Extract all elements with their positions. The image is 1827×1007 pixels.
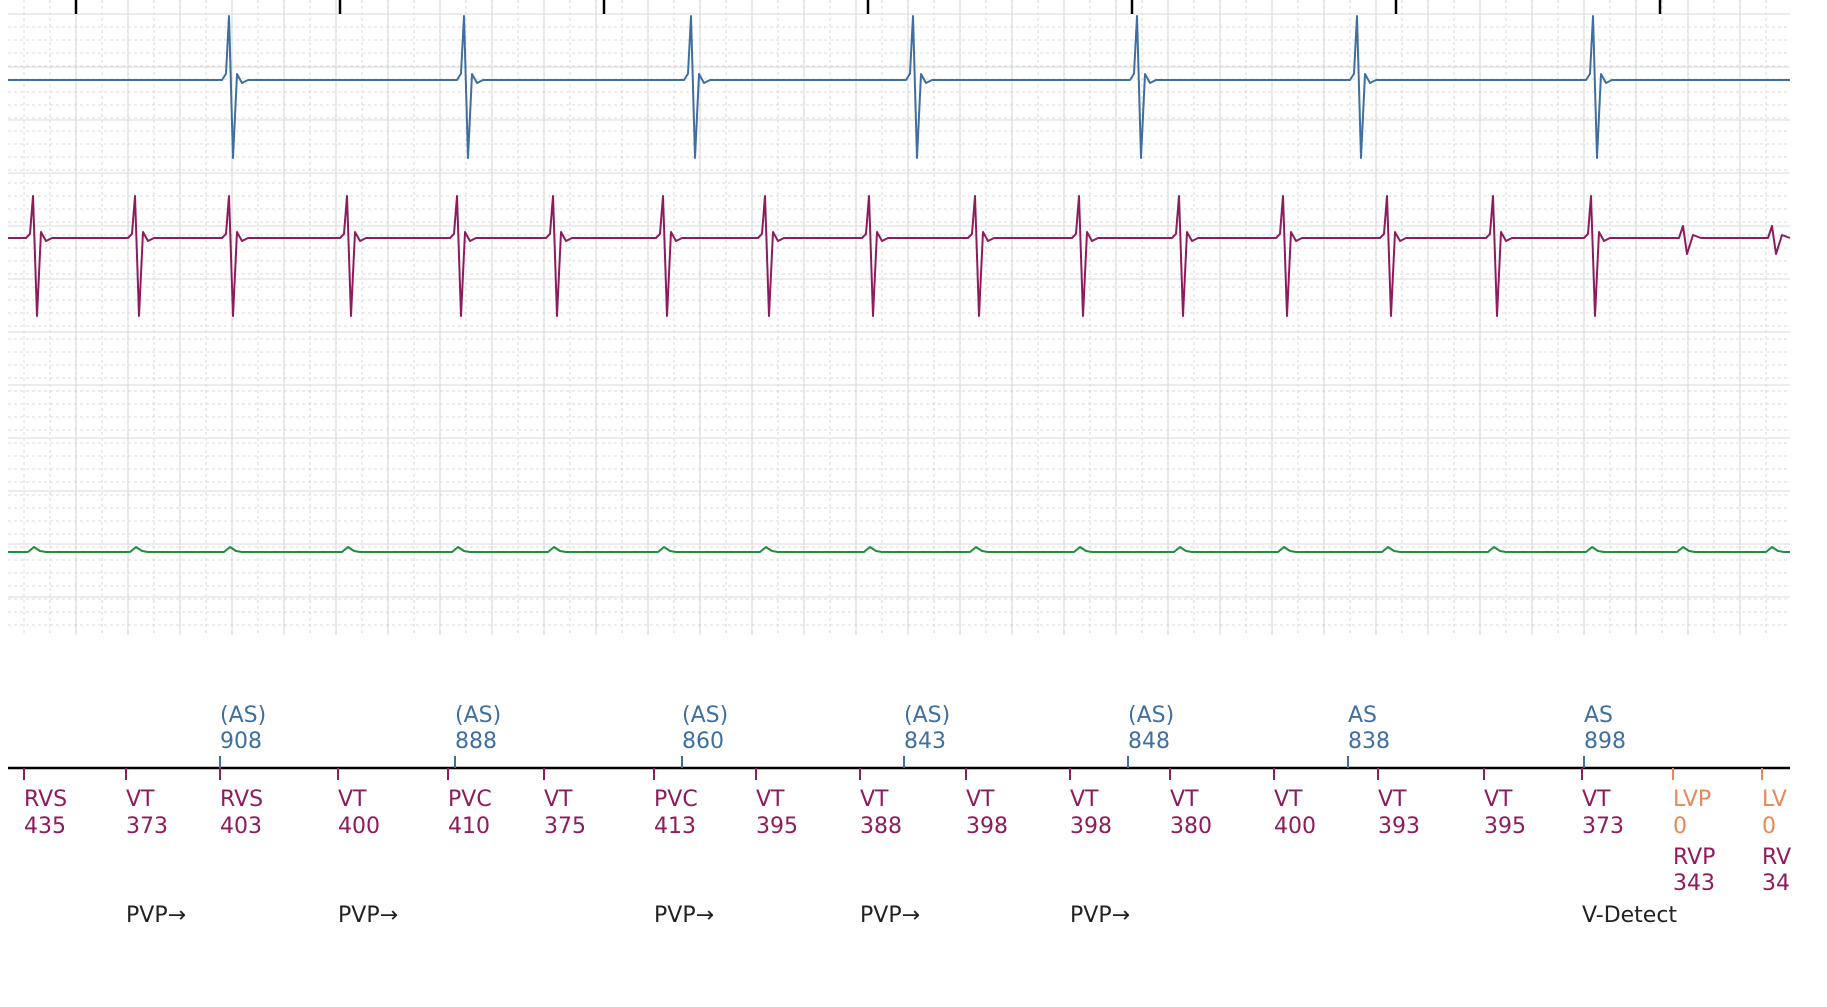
ventricular-marker-interval-10: 398 xyxy=(1070,814,1112,839)
ventricular-egm-trace xyxy=(8,195,1791,317)
ventricular-marker-interval-8: 388 xyxy=(860,814,902,839)
rv-marker-label-16: RVP xyxy=(1673,845,1715,870)
ventricular-marker-label-15: VT xyxy=(1582,787,1611,812)
top-time-ticks xyxy=(74,0,1662,14)
marker-annotation-2: PVP→ xyxy=(654,903,714,928)
ventricular-marker-interval-9: 398 xyxy=(966,814,1008,839)
atrial-marker-interval-2: 860 xyxy=(682,729,724,754)
atrial-marker-label-6: AS xyxy=(1584,703,1613,728)
ventricular-marker-label-1: VT xyxy=(126,787,155,812)
atrial-marker-label-3: (AS) xyxy=(904,703,950,728)
ventricular-marker-interval-6: 413 xyxy=(654,814,696,839)
ventricular-marker-interval-13: 393 xyxy=(1378,814,1420,839)
marker-annotation-4: PVP→ xyxy=(1070,903,1130,928)
ventricular-marker-label-8: VT xyxy=(860,787,889,812)
ventricular-marker-label-6: PVC xyxy=(654,787,698,812)
rv-marker-label-17: RV xyxy=(1762,845,1791,870)
ventricular-marker-interval-2: 403 xyxy=(220,814,262,839)
marker-annotation-1: PVP→ xyxy=(338,903,398,928)
atrial-marker-interval-0: 908 xyxy=(220,729,262,754)
marker-annotation-3: PVP→ xyxy=(860,903,920,928)
ventricular-marker-label-10: VT xyxy=(1070,787,1099,812)
ventricular-marker-label-17: LV xyxy=(1762,787,1787,812)
atrial-marker-label-0: (AS) xyxy=(220,703,266,728)
marker-annotation-5: V-Detect xyxy=(1582,903,1677,928)
ventricular-marker-interval-12: 400 xyxy=(1274,814,1316,839)
atrial-marker-label-5: AS xyxy=(1348,703,1377,728)
ventricular-marker-label-12: VT xyxy=(1274,787,1303,812)
ventricular-marker-interval-1: 373 xyxy=(126,814,168,839)
third-channel-trace xyxy=(8,546,1790,553)
ventricular-marker-interval-3: 400 xyxy=(338,814,380,839)
ventricular-marker-label-11: VT xyxy=(1170,787,1199,812)
ventricular-marker-label-16: LVP xyxy=(1673,787,1711,812)
ventricular-marker-interval-0: 435 xyxy=(24,814,66,839)
ventricular-marker-label-13: VT xyxy=(1378,787,1407,812)
ventricular-marker-label-2: RVS xyxy=(220,787,263,812)
atrial-marker-label-4: (AS) xyxy=(1128,703,1174,728)
ventricular-marker-label-4: PVC xyxy=(448,787,492,812)
atrial-marker-interval-6: 898 xyxy=(1584,729,1626,754)
marker-annotation-0: PVP→ xyxy=(126,903,186,928)
atrial-marker-interval-1: 888 xyxy=(455,729,497,754)
rv-marker-interval-17: 34 xyxy=(1762,871,1790,896)
ventricular-marker-interval-7: 395 xyxy=(756,814,798,839)
ventricular-marker-interval-5: 375 xyxy=(544,814,586,839)
ventricular-marker-label-3: VT xyxy=(338,787,367,812)
ventricular-marker-interval-17: 0 xyxy=(1762,814,1776,839)
chart-grid xyxy=(8,0,1790,635)
ventricular-marker-interval-16: 0 xyxy=(1673,814,1687,839)
atrial-marker-label-1: (AS) xyxy=(455,703,501,728)
marker-channel: (AS)908(AS)888(AS)860(AS)843(AS)848AS838… xyxy=(8,703,1791,928)
ventricular-marker-label-7: VT xyxy=(756,787,785,812)
ventricular-marker-label-0: RVS xyxy=(24,787,67,812)
atrial-egm-trace xyxy=(8,15,1790,159)
ventricular-marker-interval-14: 395 xyxy=(1484,814,1526,839)
rv-marker-interval-16: 343 xyxy=(1673,871,1715,896)
ventricular-marker-interval-4: 410 xyxy=(448,814,490,839)
atrial-marker-interval-5: 838 xyxy=(1348,729,1390,754)
ventricular-marker-label-5: VT xyxy=(544,787,573,812)
ventricular-marker-label-9: VT xyxy=(966,787,995,812)
ventricular-marker-interval-15: 373 xyxy=(1582,814,1624,839)
atrial-marker-label-2: (AS) xyxy=(682,703,728,728)
ventricular-marker-interval-11: 380 xyxy=(1170,814,1212,839)
atrial-marker-interval-4: 848 xyxy=(1128,729,1170,754)
atrial-marker-interval-3: 843 xyxy=(904,729,946,754)
ventricular-marker-label-14: VT xyxy=(1484,787,1513,812)
